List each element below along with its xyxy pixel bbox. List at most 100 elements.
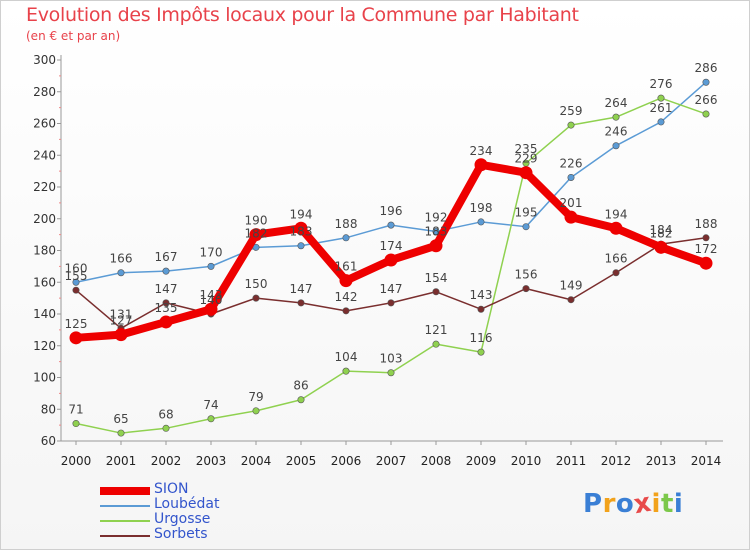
legend-swatch-sion — [100, 487, 150, 495]
data-point-urgosse — [567, 121, 575, 129]
series-layer — [69, 78, 713, 437]
data-point-sion — [654, 240, 668, 254]
data-point-sorbets — [342, 307, 350, 315]
data-label-urgosse: 74 — [203, 398, 218, 412]
data-label-loubdat: 198 — [470, 201, 493, 215]
data-label-sorbets: 150 — [245, 277, 268, 291]
data-label-sorbets: 166 — [605, 252, 628, 266]
data-label-loubdat: 286 — [695, 61, 718, 75]
x-tick-label: 2013 — [646, 454, 677, 468]
data-label-sorbets: 188 — [695, 217, 718, 231]
data-point-sion — [294, 221, 308, 235]
y-tick-label: 200 — [33, 212, 56, 226]
data-label-urgosse: 116 — [470, 331, 493, 345]
data-point-urgosse — [657, 94, 665, 102]
data-point-sion — [69, 331, 83, 345]
data-label-urgosse: 65 — [113, 412, 128, 426]
legend-item-urgosse: Urgosse — [100, 511, 300, 529]
data-label-urgosse: 264 — [605, 96, 628, 110]
data-point-sion — [609, 221, 623, 235]
data-label-loubdat: 182 — [245, 226, 268, 240]
logo-letter: r — [602, 489, 616, 519]
chart-title: Evolution des Impôts locaux pour la Comm… — [26, 4, 579, 26]
data-label-sion: 161 — [335, 260, 358, 274]
data-point-sorbets — [387, 299, 395, 307]
x-tick-label: 2002 — [151, 454, 182, 468]
data-point-loubdat — [342, 234, 350, 242]
data-label-urgosse: 276 — [650, 77, 673, 91]
data-point-loubdat — [522, 223, 530, 231]
y-tick-label: 300 — [33, 53, 56, 67]
data-label-sorbets: 140 — [200, 293, 223, 307]
data-point-urgosse — [477, 348, 485, 356]
x-tick-label: 2012 — [601, 454, 632, 468]
data-label-sorbets: 131 — [110, 307, 133, 321]
data-point-sion — [384, 253, 398, 267]
data-label-urgosse: 266 — [695, 93, 718, 107]
data-label-urgosse: 235 — [515, 142, 538, 156]
x-tick-label: 2014 — [691, 454, 722, 468]
data-label-loubdat: 261 — [650, 101, 673, 115]
data-point-sorbets — [612, 269, 620, 277]
data-label-sion: 229 — [515, 152, 538, 166]
data-label-loubdat: 188 — [335, 217, 358, 231]
legend-item-loubdat: Loubédat — [100, 496, 300, 514]
x-tick-label: 2001 — [106, 454, 137, 468]
logo-letter: o — [615, 489, 635, 519]
x-tick-label: 2000 — [61, 454, 92, 468]
legend-swatch-sorbets — [100, 535, 150, 537]
data-point-sion — [114, 328, 128, 342]
data-label-sorbets: 156 — [515, 268, 538, 282]
y-tick-label: 160 — [33, 275, 56, 289]
legend-item-sion: SION — [100, 481, 300, 499]
data-point-loubdat — [612, 142, 620, 150]
data-point-sion — [519, 166, 533, 180]
legend-label-sion: SION — [154, 481, 189, 497]
data-point-sion — [204, 302, 218, 316]
x-tick-label: 2003 — [196, 454, 227, 468]
y-tick-label: 220 — [33, 180, 56, 194]
data-label-urgosse: 104 — [335, 350, 358, 364]
data-point-urgosse — [612, 113, 620, 121]
legend-label-sorbets: Sorbets — [154, 526, 208, 542]
data-label-sion: 182 — [650, 226, 673, 240]
data-label-loubdat: 196 — [380, 204, 403, 218]
data-label-sion: 174 — [380, 239, 403, 253]
x-tick-label: 2006 — [331, 454, 362, 468]
data-label-sorbets: 142 — [335, 290, 358, 304]
data-label-sorbets: 143 — [470, 288, 493, 302]
data-label-loubdat: 170 — [200, 245, 223, 259]
chart-subtitle: (en € et par an) — [26, 29, 121, 43]
data-label-sorbets: 149 — [560, 279, 583, 293]
y-tick-label: 140 — [33, 307, 56, 321]
data-point-urgosse — [342, 367, 350, 375]
data-label-sorbets: 147 — [380, 282, 403, 296]
data-label-loubdat: 195 — [515, 206, 538, 220]
data-point-loubdat — [72, 278, 80, 286]
x-tick-label: 2009 — [466, 454, 497, 468]
data-point-sion — [429, 239, 443, 253]
data-point-loubdat — [297, 242, 305, 250]
data-label-sion: 234 — [470, 144, 493, 158]
data-label-loubdat: 167 — [155, 250, 178, 264]
data-label-urgosse: 103 — [380, 352, 403, 366]
data-label-sorbets: 147 — [155, 282, 178, 296]
data-point-sion — [159, 315, 173, 329]
data-point-sorbets — [477, 305, 485, 313]
data-point-sion — [249, 228, 263, 242]
data-point-loubdat — [657, 118, 665, 126]
data-point-loubdat — [162, 267, 170, 275]
data-label-urgosse: 79 — [248, 390, 263, 404]
data-label-loubdat: 226 — [560, 156, 583, 170]
data-label-loubdat: 246 — [605, 125, 628, 139]
data-point-urgosse — [117, 429, 125, 437]
data-point-loubdat — [207, 262, 215, 270]
y-tick-label: 180 — [33, 244, 56, 258]
data-label-sion: 183 — [425, 225, 448, 239]
data-label-sion: 125 — [65, 317, 88, 331]
data-point-sorbets — [72, 286, 80, 294]
data-point-sorbets — [432, 288, 440, 296]
data-point-urgosse — [432, 340, 440, 348]
